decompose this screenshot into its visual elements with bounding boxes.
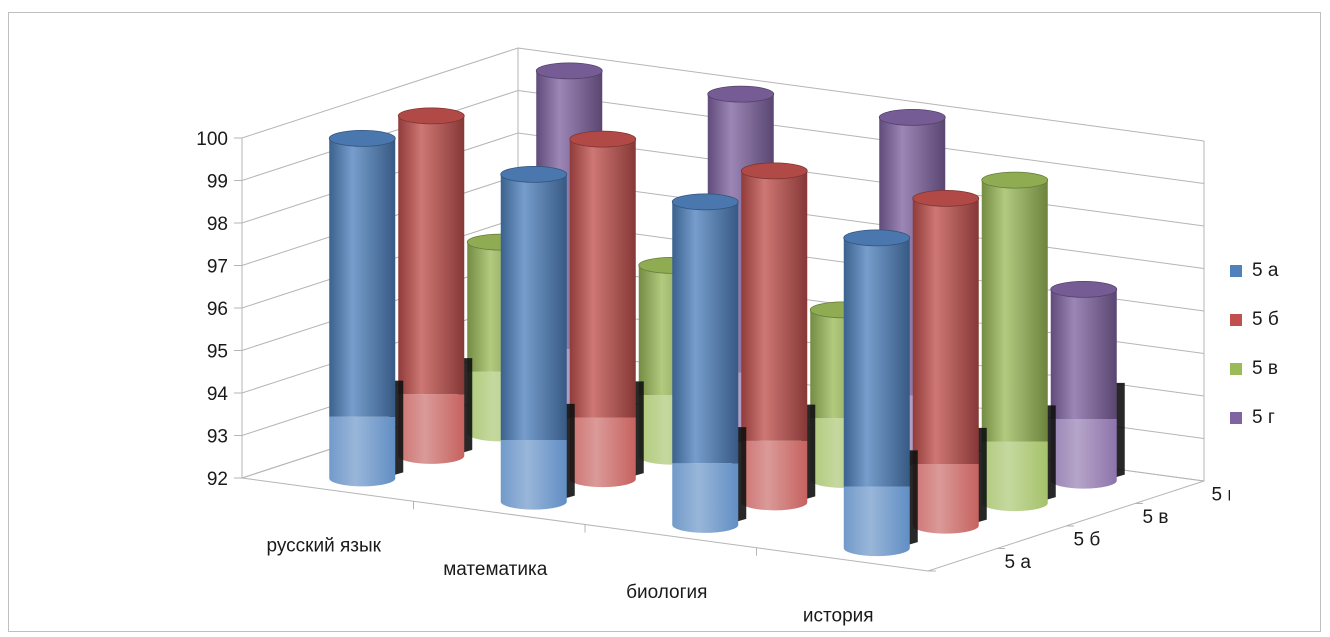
- bar-lower-body: [500, 440, 567, 510]
- bar-cylinder: [740, 162, 816, 511]
- bar-top: [569, 130, 637, 148]
- bar-top: [707, 85, 775, 103]
- legend-swatch: [1230, 313, 1242, 326]
- bar-top: [981, 171, 1049, 189]
- bar-cylinder: [843, 229, 918, 557]
- bar-body: [398, 115, 465, 395]
- bar-top: [671, 193, 739, 211]
- bar-cylinder: [466, 233, 542, 442]
- bar-body: [329, 138, 396, 417]
- bar-cylinder: [912, 189, 987, 534]
- x-tick-label: история: [803, 605, 874, 626]
- bar-cylinder: [397, 107, 473, 464]
- bar-cylinder: [569, 130, 644, 488]
- bar-top: [535, 62, 603, 80]
- y-tick-label: 95: [207, 342, 228, 363]
- legend-item: 5 в: [1230, 344, 1279, 393]
- bar-top: [397, 107, 465, 125]
- bar-lower-body: [398, 394, 465, 464]
- bar-lower-body: [981, 441, 1048, 512]
- x-tick-label: биология: [626, 582, 707, 603]
- legend-swatch: [1230, 362, 1242, 375]
- depth-tick-labels: 5 а 5 б 5 в 5 г: [928, 484, 1230, 573]
- x-tick-label: русский язык: [267, 536, 382, 557]
- bar-lower-body: [1050, 419, 1117, 489]
- bar-top: [328, 129, 396, 147]
- legend-swatch: [1230, 411, 1242, 424]
- bar-body: [672, 201, 739, 464]
- bar-top: [1050, 280, 1118, 298]
- legend-item: 5 а: [1230, 246, 1279, 295]
- bar-cylinder: [671, 193, 747, 533]
- bar-lower-body: [843, 486, 910, 557]
- depth-tick-label: 5 б: [1074, 529, 1101, 550]
- chart-bars: [328, 62, 1125, 557]
- bar-top: [843, 229, 911, 247]
- bar-lower-body: [672, 463, 739, 533]
- legend-label: 5 а: [1252, 259, 1279, 281]
- bar-top: [912, 189, 980, 207]
- y-tick-label: 93: [207, 427, 228, 448]
- legend-label: 5 г: [1252, 406, 1275, 428]
- y-tick-label: 92: [207, 469, 228, 490]
- y-tick-label: 100: [196, 129, 228, 150]
- depth-tick-label: 5 г: [1212, 484, 1231, 505]
- y-tick-label: 98: [207, 214, 228, 235]
- bar-top: [500, 165, 568, 183]
- bar-cylinder: [1050, 280, 1125, 489]
- bar-body: [981, 180, 1048, 442]
- bar-top: [740, 162, 808, 180]
- bar-body: [741, 170, 808, 441]
- bar-lower-body: [741, 440, 808, 511]
- y-tick-label: 97: [207, 257, 228, 278]
- legend-item: 5 б: [1230, 295, 1279, 344]
- y-tick-label: 99: [207, 172, 228, 193]
- legend-label: 5 б: [1252, 308, 1279, 330]
- depth-tick-label: 5 а: [1005, 552, 1032, 573]
- bar-lower-body: [569, 417, 636, 488]
- bar-cylinder: [981, 171, 1056, 512]
- bar-cylinder: [328, 129, 404, 487]
- bar-body: [843, 237, 910, 487]
- x-tick-labels: русский язык математика биология история: [267, 501, 874, 626]
- bar-lower-body: [329, 416, 396, 487]
- bar-body: [912, 198, 979, 464]
- legend: 5 а 5 б 5 в 5 г: [1230, 246, 1279, 442]
- legend-label: 5 в: [1252, 357, 1278, 379]
- chart-plot: 100 99 98 97 96 95 94 93 92 русский язык математи…: [196, 47, 1230, 626]
- chart-frame: [8, 12, 1321, 632]
- gridline: [241, 47, 1205, 142]
- x-tick-label: математика: [443, 559, 548, 580]
- legend-item: 5 г: [1230, 393, 1279, 442]
- depth-tick-label: 5 в: [1143, 507, 1169, 528]
- bar-body: [1050, 289, 1117, 419]
- y-tick-label: 96: [207, 299, 228, 320]
- bar-body: [500, 174, 567, 440]
- bar-lower-body: [912, 464, 979, 534]
- bar-cylinder: [500, 165, 575, 510]
- y-tick-labels: 100 99 98 97 96 95 94 93 92: [196, 129, 242, 490]
- bar-top: [878, 108, 946, 126]
- bar-body: [569, 139, 636, 418]
- y-tick-label: 94: [207, 384, 229, 405]
- legend-swatch: [1230, 264, 1242, 277]
